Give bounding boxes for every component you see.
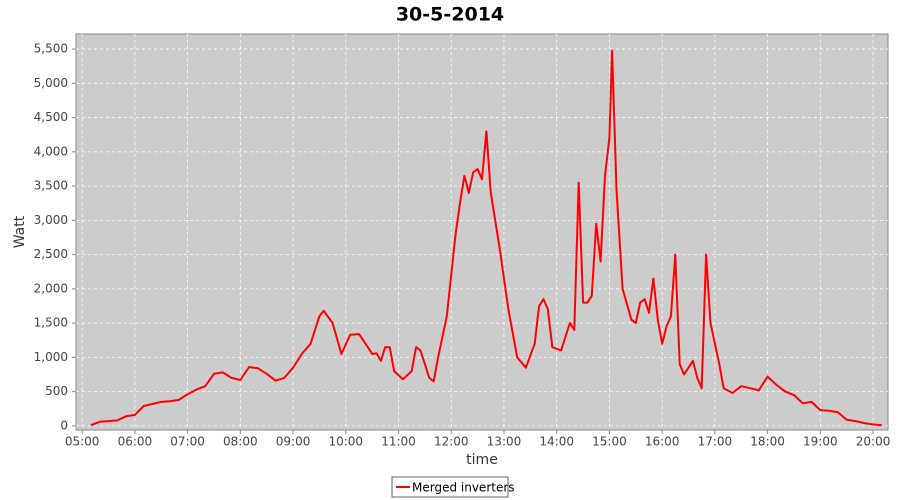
x-tick-label: 12:00 bbox=[434, 435, 469, 449]
y-tick-label: 4,500 bbox=[34, 110, 68, 124]
x-tick-label: 11:00 bbox=[381, 435, 416, 449]
x-axis-title: time bbox=[466, 452, 498, 468]
chart-title: 30-5-2014 bbox=[396, 4, 504, 26]
y-axis-title: Watt bbox=[12, 215, 28, 248]
x-tick-label: 06:00 bbox=[118, 435, 153, 449]
x-tick-label: 09:00 bbox=[276, 435, 311, 449]
x-tick-label: 20:00 bbox=[856, 435, 891, 449]
y-tick-label: 5,000 bbox=[34, 76, 68, 90]
y-tick-label: 3,000 bbox=[34, 213, 68, 227]
x-tick-label: 17:00 bbox=[698, 435, 733, 449]
y-tick-label: 0 bbox=[60, 418, 68, 432]
y-tick-label: 4,000 bbox=[34, 144, 68, 158]
y-tick-label: 5,500 bbox=[34, 42, 68, 56]
legend-label: Merged inverters bbox=[412, 481, 515, 495]
x-tick-label: 14:00 bbox=[539, 435, 574, 449]
x-tick-label: 15:00 bbox=[592, 435, 627, 449]
y-tick-label: 1,500 bbox=[34, 316, 68, 330]
x-tick-label: 16:00 bbox=[645, 435, 680, 449]
x-tick-label: 10:00 bbox=[328, 435, 363, 449]
x-tick-label: 19:00 bbox=[803, 435, 838, 449]
plot-area bbox=[75, 33, 889, 431]
y-tick-label: 2,000 bbox=[34, 281, 68, 295]
x-tick-label: 18:00 bbox=[750, 435, 785, 449]
legend bbox=[391, 476, 509, 498]
y-tick-label: 500 bbox=[45, 384, 68, 398]
data-line bbox=[90, 49, 882, 427]
x-tick-label: 13:00 bbox=[487, 435, 522, 449]
y-tick-label: 1,000 bbox=[34, 350, 68, 364]
x-tick-label: 07:00 bbox=[170, 435, 205, 449]
y-tick-label: 3,500 bbox=[34, 179, 68, 193]
y-tick-label: 2,500 bbox=[34, 247, 68, 261]
x-tick-label: 08:00 bbox=[223, 435, 258, 449]
x-tick-label: 05:00 bbox=[65, 435, 100, 449]
